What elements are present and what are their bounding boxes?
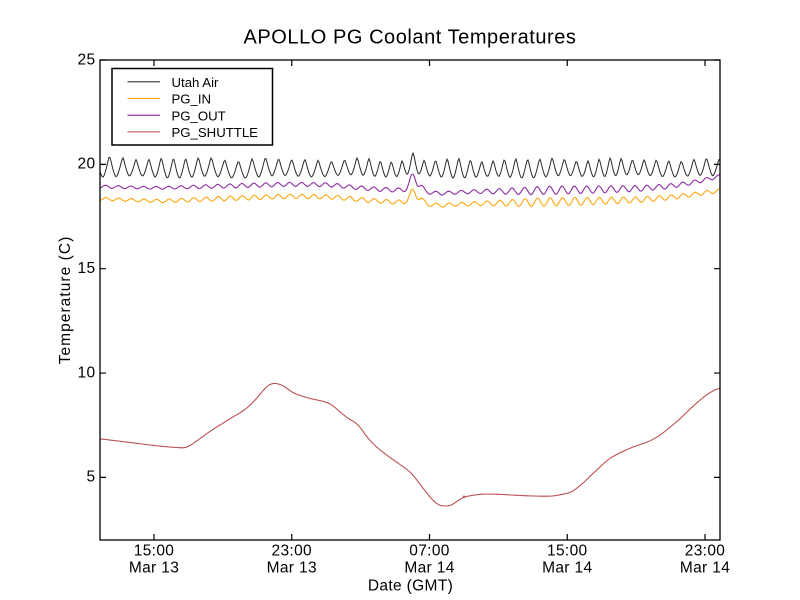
svg-text:Utah Air: Utah Air (172, 75, 220, 90)
svg-text:Mar 14: Mar 14 (404, 560, 454, 577)
svg-text:Temperature (C): Temperature (C) (57, 236, 74, 365)
svg-text:23:00: 23:00 (271, 543, 312, 560)
svg-text:07:00: 07:00 (409, 543, 450, 560)
svg-text:15:00: 15:00 (547, 543, 588, 560)
svg-text:Date (GMT): Date (GMT) (368, 578, 453, 595)
svg-text:APOLLO PG Coolant Temperatures: APOLLO PG Coolant Temperatures (244, 27, 577, 49)
svg-text:Mar 14: Mar 14 (542, 560, 592, 577)
svg-text:Mar 13: Mar 13 (129, 560, 179, 577)
svg-text:Mar 14: Mar 14 (680, 560, 730, 577)
svg-text:20: 20 (78, 156, 96, 173)
svg-text:PG_OUT: PG_OUT (172, 108, 226, 123)
svg-text:Mar 13: Mar 13 (267, 560, 317, 577)
svg-text:25: 25 (78, 51, 96, 68)
svg-text:10: 10 (78, 364, 96, 381)
svg-text:5: 5 (87, 469, 96, 486)
svg-text:15:00: 15:00 (134, 543, 175, 560)
svg-text:PG_IN: PG_IN (172, 92, 212, 107)
svg-text:15: 15 (78, 260, 96, 277)
svg-text:23:00: 23:00 (685, 543, 726, 560)
svg-text:PG_SHUTTLE: PG_SHUTTLE (172, 125, 259, 140)
